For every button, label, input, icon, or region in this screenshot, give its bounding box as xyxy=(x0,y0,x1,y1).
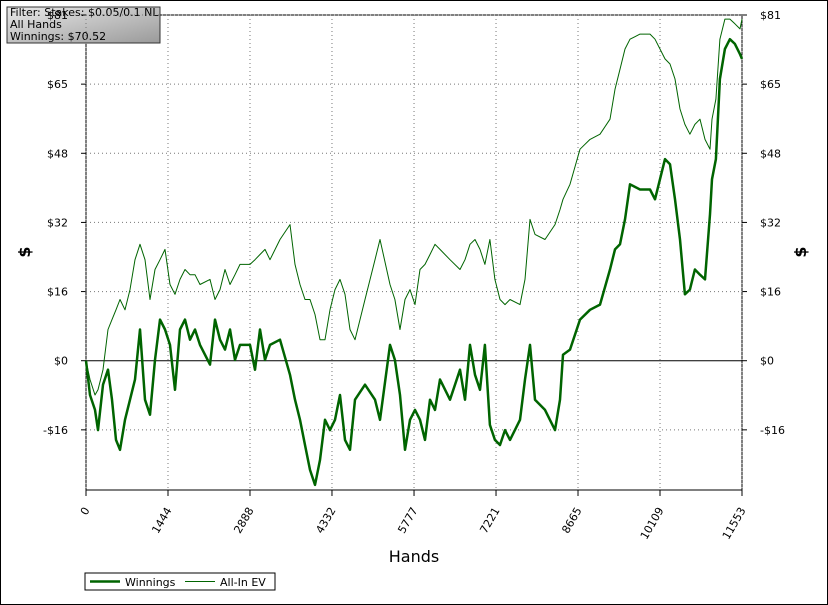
y2-axis-label: $ xyxy=(791,246,810,257)
legend xyxy=(84,572,276,591)
series-line xyxy=(85,18,743,396)
x-axis-label: Hands xyxy=(389,547,439,566)
y2-tick-label: $32 xyxy=(760,216,781,229)
y-axis-label: $ xyxy=(15,246,34,257)
filter-box xyxy=(6,6,161,44)
filter-line: All Hands xyxy=(10,18,62,31)
series-line xyxy=(84,37,744,487)
y2-tick-label: $81 xyxy=(760,9,781,22)
filter-line: Filter: Stakes: $0.05/0.1 NL xyxy=(10,6,159,19)
y2-tick-label: $65 xyxy=(760,78,781,91)
y-tick-label: $32 xyxy=(47,216,68,229)
y-tick-label: $48 xyxy=(47,147,68,160)
y-tick-label: $16 xyxy=(47,286,68,299)
y-tick-label: $65 xyxy=(47,78,68,91)
y2-tick-label: -$16 xyxy=(760,424,785,437)
y2-tick-label: $48 xyxy=(760,147,781,160)
y-tick-label: -$16 xyxy=(43,424,68,437)
legend-label: Winnings xyxy=(125,576,176,589)
y-tick-label: $81 xyxy=(47,9,68,22)
y2-tick-label: $16 xyxy=(760,286,781,299)
y-tick-label: $0 xyxy=(54,355,68,368)
filter-line: Winnings: $70.52 xyxy=(10,30,106,43)
legend-label: All-In EV xyxy=(220,576,266,589)
y2-tick-label: $0 xyxy=(760,355,774,368)
